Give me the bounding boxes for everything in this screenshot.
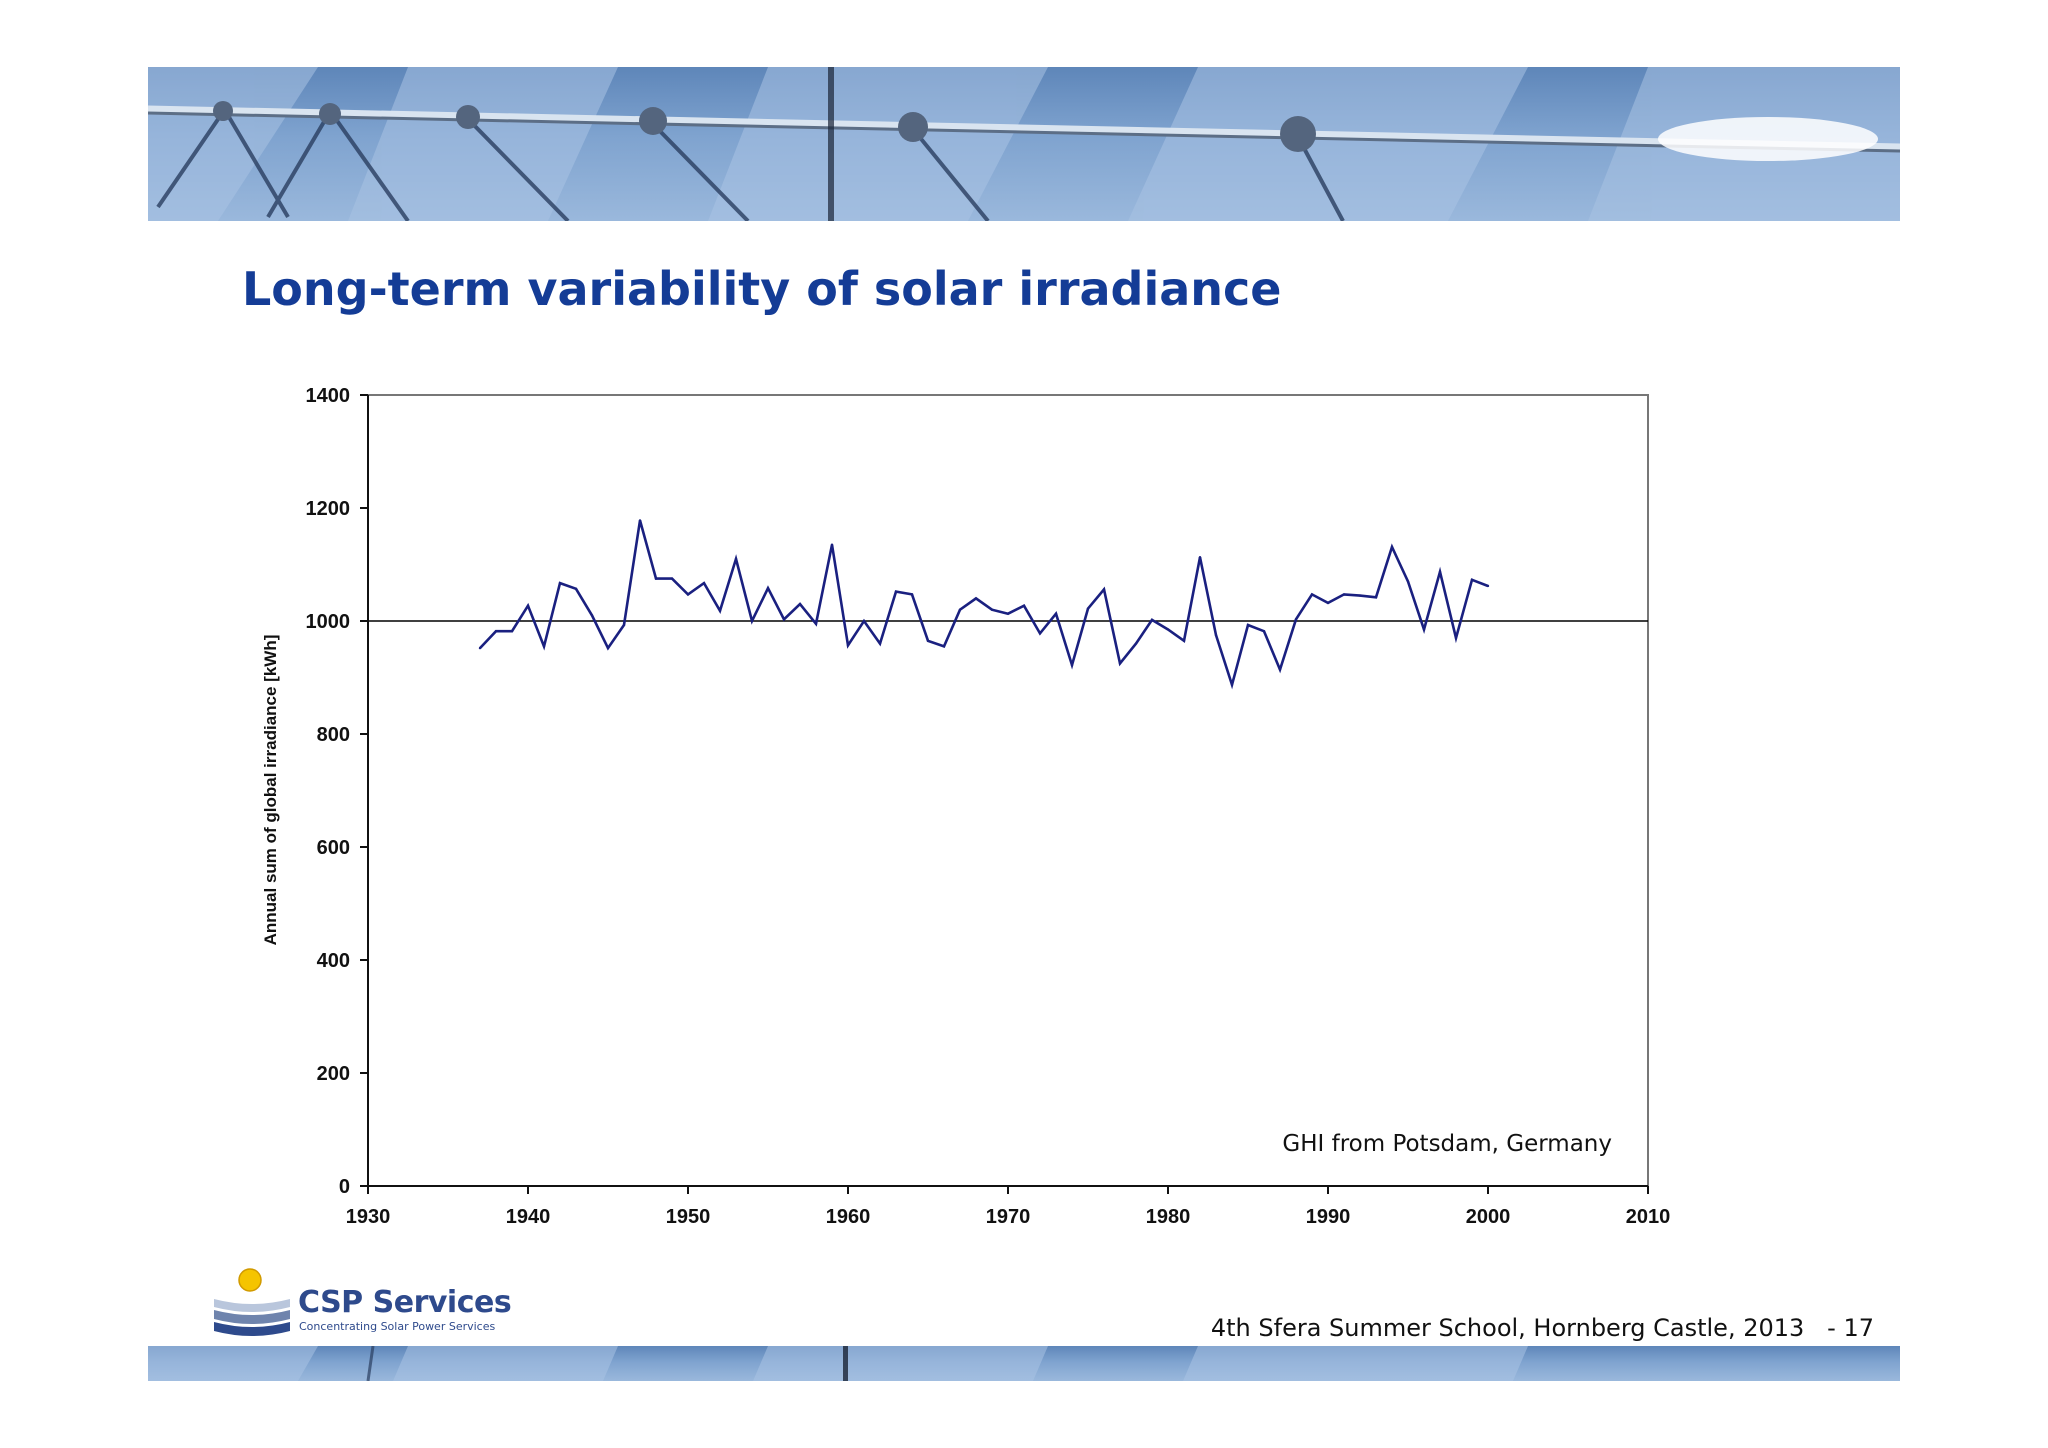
x-axis: 1930 1940 1950 1960 1970 1980 1990 2000 2010 — [346, 1185, 1671, 1228]
series-line — [479, 520, 1489, 690]
data-point — [734, 557, 738, 561]
data-point — [1406, 580, 1410, 583]
x-tick-label: 1970 — [986, 1206, 1031, 1228]
x-tick-label: 1950 — [666, 1206, 711, 1228]
y-tick-label: 200 — [317, 1063, 350, 1085]
data-point — [1358, 594, 1362, 597]
data-point — [1054, 612, 1058, 615]
y-tick-label: 400 — [317, 950, 350, 972]
data-point — [1006, 612, 1010, 615]
y-tick-label: 1200 — [306, 498, 351, 520]
data-point — [878, 642, 882, 645]
data-point — [1150, 618, 1154, 622]
data-point — [702, 581, 706, 585]
x-tick-label: 1960 — [826, 1206, 871, 1228]
x-tick-label: 1980 — [1146, 1206, 1191, 1228]
csp-services-logo: CSP Services Concentrating Solar Power S… — [212, 1265, 512, 1337]
data-point — [526, 604, 530, 607]
data-point — [798, 602, 802, 606]
data-point — [670, 577, 674, 580]
data-point — [1374, 596, 1378, 599]
data-point — [1198, 555, 1202, 559]
data-point — [1038, 632, 1042, 635]
footer: 4th Sfera Summer School, Hornberg Castle… — [1211, 1314, 1874, 1342]
data-point — [1230, 683, 1234, 687]
chart-annotation: GHI from Potsdam, Germany — [1282, 1131, 1612, 1157]
x-tick-label: 1940 — [506, 1206, 551, 1228]
data-point — [1486, 584, 1490, 588]
y-axis: 0 200 400 600 800 1000 1200 1400 — [306, 385, 369, 1198]
footer-event: 4th Sfera Summer School, Hornberg Castle… — [1210, 1314, 1805, 1342]
data-point — [958, 608, 962, 611]
data-point — [750, 619, 754, 623]
data-point — [542, 645, 546, 648]
x-tick-label: 1990 — [1306, 1206, 1351, 1228]
data-point — [1214, 633, 1218, 637]
footer-banner-image — [148, 1346, 1900, 1381]
data-point — [1470, 578, 1474, 581]
slide-title: Long-term variability of solar irradianc… — [242, 262, 1282, 316]
data-point — [1294, 618, 1298, 621]
data-point — [1166, 628, 1170, 631]
data-point — [846, 644, 850, 647]
data-point — [638, 519, 642, 522]
data-point — [1438, 570, 1442, 574]
data-point — [494, 629, 498, 633]
data-point — [1390, 545, 1394, 549]
data-point — [974, 597, 978, 600]
data-point — [1326, 601, 1330, 605]
header-banner-image — [148, 67, 1900, 221]
data-point — [926, 639, 930, 642]
y-axis-label: Annual sum of global irradiance [kWh] — [261, 635, 280, 946]
y-tick-label: 1400 — [306, 385, 351, 407]
data-point — [558, 581, 562, 585]
data-point — [910, 593, 914, 596]
data-point — [862, 619, 866, 623]
data-point — [1262, 629, 1266, 633]
data-point — [574, 587, 578, 590]
data-point — [990, 608, 994, 611]
data-point — [718, 609, 722, 613]
data-point — [1086, 607, 1090, 610]
data-point — [686, 593, 690, 596]
data-point — [510, 629, 514, 633]
logo-name: CSP Services — [298, 1285, 512, 1320]
data-point — [894, 590, 898, 593]
plot-area — [367, 394, 1649, 1187]
data-point — [766, 587, 770, 590]
data-point — [1454, 636, 1458, 640]
sun-over-waves-icon — [214, 1268, 290, 1336]
data-point — [478, 646, 482, 650]
data-point — [942, 645, 946, 648]
y-tick-label: 800 — [317, 724, 350, 746]
data-point — [814, 622, 818, 626]
data-point — [1310, 593, 1314, 596]
data-point — [1422, 628, 1426, 631]
data-point — [1182, 639, 1186, 642]
x-tick-label: 1930 — [346, 1206, 391, 1228]
data-point — [606, 646, 610, 650]
page-number: - 17 — [1827, 1314, 1874, 1342]
data-point — [1102, 588, 1106, 591]
data-point — [654, 577, 658, 580]
data-point — [1070, 663, 1074, 667]
data-point — [782, 618, 786, 621]
y-tick-label: 1000 — [306, 611, 351, 633]
data-point — [622, 623, 626, 627]
data-point — [1134, 642, 1138, 645]
y-tick-label: 600 — [317, 837, 350, 859]
x-tick-label: 2000 — [1466, 1206, 1511, 1228]
data-point — [590, 614, 594, 617]
y-tick-label: 0 — [339, 1176, 350, 1198]
data-point — [1342, 593, 1346, 596]
data-point — [1118, 662, 1122, 665]
data-point — [1022, 604, 1026, 607]
logo-tagline: Concentrating Solar Power Services — [299, 1320, 496, 1333]
data-point — [830, 543, 834, 546]
x-tick-label: 2010 — [1626, 1206, 1671, 1228]
data-point — [1278, 668, 1282, 671]
data-point — [1246, 623, 1250, 627]
